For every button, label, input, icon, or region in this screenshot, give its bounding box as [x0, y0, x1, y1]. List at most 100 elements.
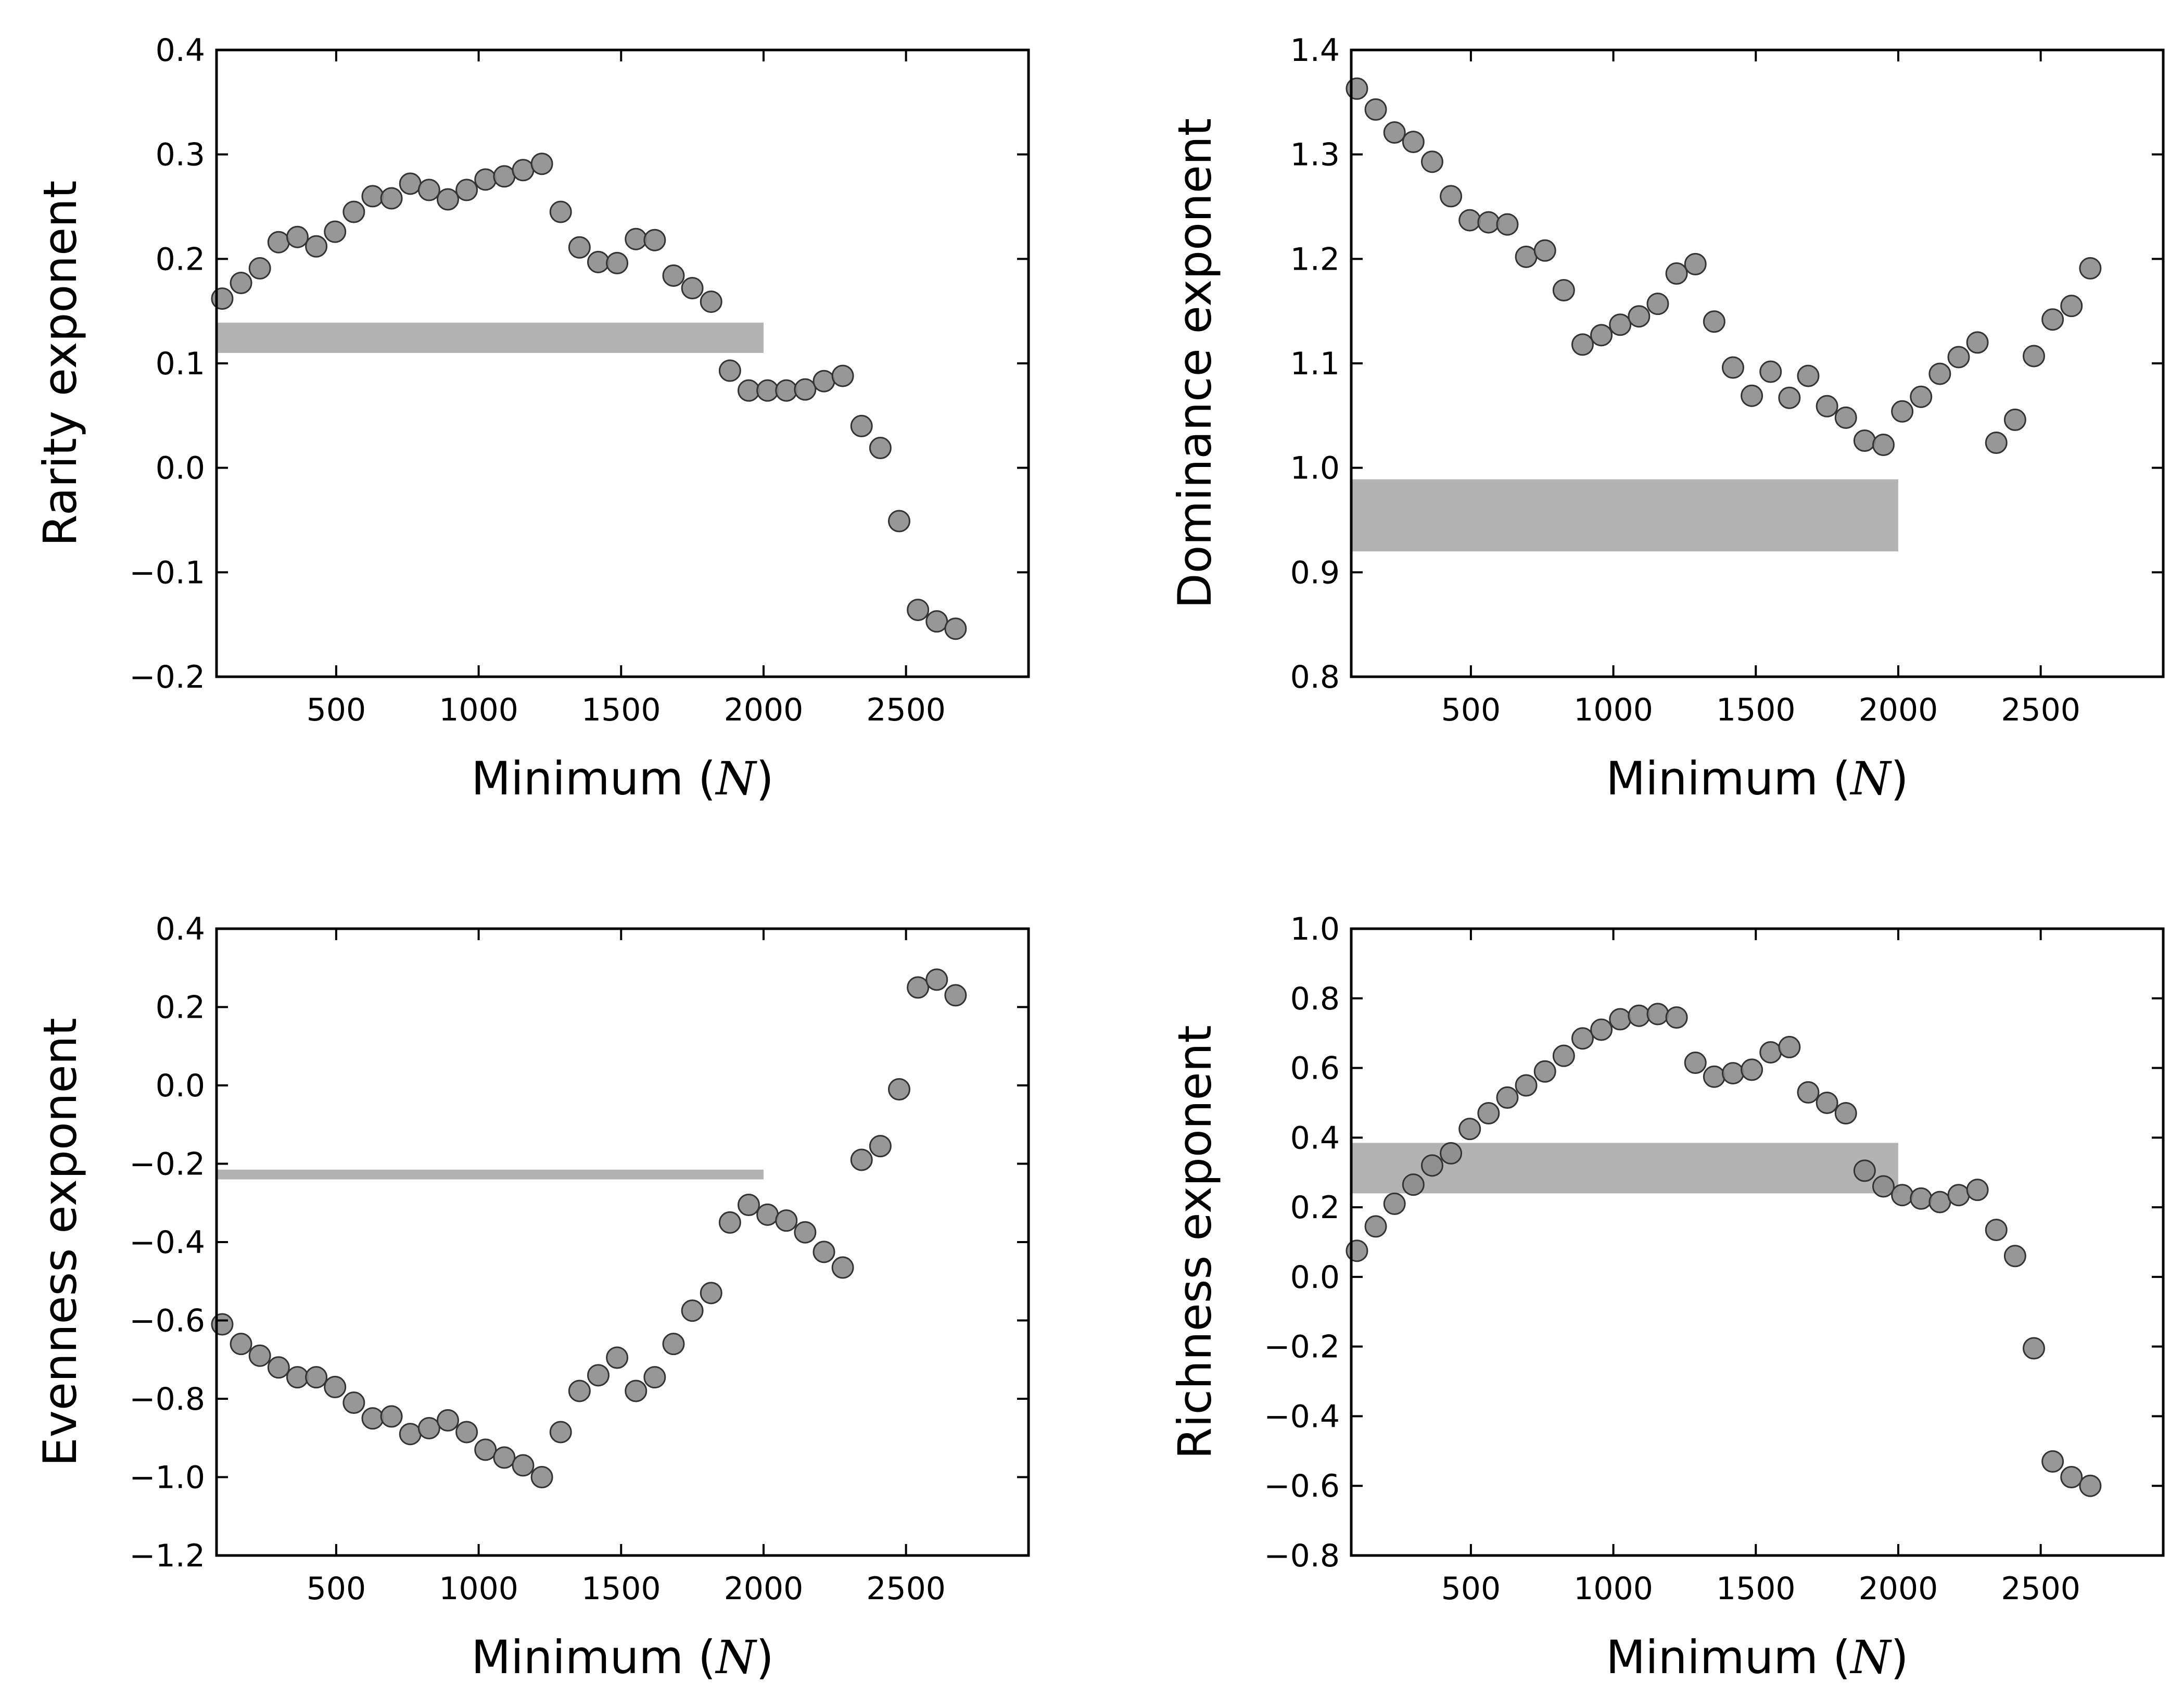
y-tick-label: 0.3	[156, 137, 205, 173]
data-point	[1947, 1184, 1970, 1207]
x-tick-label: 1000	[439, 1571, 518, 1607]
x-axis-label-suffix: )	[756, 752, 773, 805]
data-point	[1533, 239, 1556, 262]
x-axis-label-prefix: Minimum (	[1606, 1630, 1850, 1684]
data-point	[1703, 1065, 1725, 1088]
data-point	[756, 379, 779, 402]
data-point	[1721, 356, 1744, 379]
data-point	[512, 159, 535, 182]
data-point	[305, 235, 328, 258]
y-tick-label: 0.8	[1290, 659, 1340, 695]
y-tick-label: 0.9	[1290, 554, 1340, 591]
data-point	[681, 277, 704, 300]
data-point	[700, 1282, 722, 1305]
y-tick-label: 1.2	[1290, 241, 1340, 277]
data-point	[1571, 333, 1594, 356]
data-point	[568, 1380, 591, 1402]
data-point	[794, 378, 817, 401]
y-tick-label: −1.0	[129, 1460, 205, 1496]
data-point	[342, 1391, 365, 1414]
y-tick-label: 0.8	[1290, 981, 1340, 1017]
data-point	[1496, 1086, 1519, 1109]
x-axis-label-suffix: )	[1890, 1630, 1908, 1684]
chart-panel-1: 500 1000 1500 2000 2500 −0.2 −0.1 0.0 0.1 0.2 0.3 0…	[33, 32, 1030, 805]
data-point	[925, 968, 948, 991]
data-point	[1665, 262, 1688, 285]
data-point	[1590, 1018, 1613, 1041]
data-point	[907, 599, 930, 622]
data-point	[1609, 1008, 1632, 1031]
data-point	[530, 153, 553, 175]
data-point	[211, 1313, 234, 1336]
x-axis-label-symbol: N	[715, 1630, 757, 1684]
y-tick-label: 0.6	[1290, 1051, 1340, 1087]
data-point	[474, 1438, 497, 1461]
confidence-band	[1351, 479, 1898, 552]
data-point	[1364, 1215, 1387, 1238]
chart-panel-3: 500 1000 1500 2000 2500 −1.2 −1.0 −0.8 −0.6 −0.4 −…	[33, 911, 1030, 1684]
data-point	[1420, 1154, 1443, 1177]
data-point	[1684, 252, 1707, 275]
y-tick-label: 0.4	[1290, 1120, 1340, 1156]
data-point	[2022, 345, 2045, 368]
data-point	[549, 200, 572, 223]
data-point	[887, 1078, 910, 1101]
x-tick-label: 500	[307, 1571, 366, 1607]
data-point	[1364, 98, 1387, 121]
x-axis-label: Minimum (N)	[471, 752, 773, 805]
data-point	[643, 229, 666, 251]
data-point	[625, 227, 648, 250]
data-point	[1910, 385, 1933, 408]
data-point	[1910, 1187, 1933, 1210]
y-tick-label: 0.0	[1290, 1259, 1340, 1296]
data-point	[1759, 360, 1782, 383]
x-tick-label: 2500	[866, 1571, 946, 1607]
y-tick-label: 0.2	[156, 241, 205, 277]
y-tick-label: 1.1	[1290, 346, 1340, 382]
data-point	[1872, 434, 1895, 457]
confidence-band	[217, 322, 764, 353]
data-point	[850, 1148, 873, 1171]
data-point	[756, 1203, 779, 1226]
data-point	[944, 617, 967, 640]
data-point	[907, 976, 930, 999]
data-point	[1891, 400, 1914, 423]
data-point	[361, 185, 384, 208]
x-axis-label: Minimum (N)	[1606, 1630, 1908, 1684]
data-point	[1665, 1006, 1688, 1029]
data-point	[286, 1366, 309, 1389]
data-point	[436, 188, 459, 211]
data-point	[324, 1375, 347, 1398]
x-tick-label: 2000	[724, 1571, 804, 1607]
y-tick-label: 0.0	[156, 1068, 205, 1104]
y-tick-label: 1.0	[1290, 450, 1340, 487]
data-point	[248, 1344, 271, 1367]
x-axis-label-prefix: Minimum (	[471, 752, 716, 805]
data-point	[831, 364, 854, 387]
data-point	[2003, 408, 2026, 431]
data-point	[474, 168, 497, 191]
data-point	[1928, 1191, 1951, 1213]
x-axis-label-prefix: Minimum (	[1606, 752, 1850, 805]
data-point	[1571, 1027, 1594, 1050]
y-tick-label: 0.2	[1290, 1190, 1340, 1226]
data-point	[1703, 310, 1725, 333]
y-tick-label: 1.4	[1290, 32, 1340, 69]
data-point	[342, 200, 365, 223]
x-tick-label: 1000	[1573, 692, 1653, 728]
x-tick-label: 2500	[866, 692, 946, 728]
data-point	[1966, 331, 1989, 354]
data-point	[1402, 1173, 1425, 1196]
data-point	[230, 1333, 252, 1356]
data-point	[1609, 313, 1632, 336]
data-point	[662, 1333, 685, 1356]
plot-frame	[215, 927, 1030, 1557]
x-axis-label-suffix: )	[1890, 752, 1908, 805]
data-point	[1440, 1142, 1463, 1165]
data-point	[361, 1407, 384, 1430]
data-point	[399, 172, 422, 195]
data-point	[587, 250, 610, 273]
x-tick-label: 500	[1441, 692, 1501, 728]
data-point	[549, 1421, 572, 1444]
confidence-band	[217, 1169, 764, 1180]
